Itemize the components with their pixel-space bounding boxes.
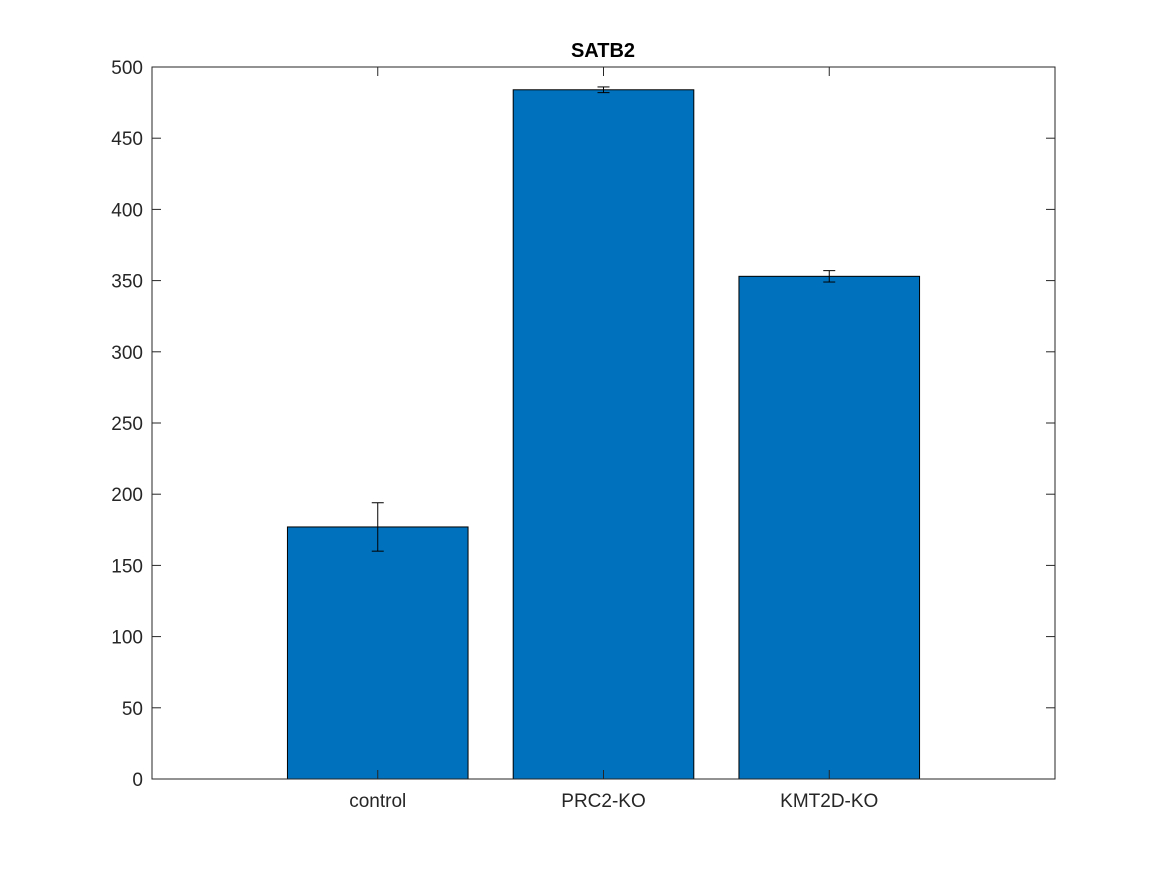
x-tick-label: PRC2-KO (561, 791, 645, 812)
bar-PRC2-KO (512, 89, 695, 780)
y-tick-label: 400 (111, 200, 143, 221)
bars-group (286, 89, 921, 780)
y-tick-label: 150 (111, 556, 143, 577)
y-tick-label: 0 (132, 770, 143, 791)
error-bars-group (371, 86, 836, 552)
x-tick-label: control (349, 791, 406, 812)
y-tick-label: 250 (111, 414, 143, 435)
y-tick-label: 350 (111, 272, 143, 293)
bar-KMT2D-KO (738, 275, 921, 780)
x-tick-label: KMT2D-KO (780, 791, 878, 812)
y-tick-label: 100 (111, 628, 143, 649)
y-tick-label: 50 (122, 699, 143, 720)
y-tick-label: 500 (111, 58, 143, 79)
x-ticks-group: control PRC2-KO KMT2D-KO (349, 67, 878, 812)
chart-title: SATB2 (571, 40, 635, 62)
y-tick-label: 300 (111, 343, 143, 364)
y-tick-label: 200 (111, 485, 143, 506)
y-ticks-group: 0 50 100 150 200 250 300 350 400 450 500 (111, 58, 1055, 791)
bar-control (286, 526, 469, 780)
y-tick-label: 450 (111, 129, 143, 150)
